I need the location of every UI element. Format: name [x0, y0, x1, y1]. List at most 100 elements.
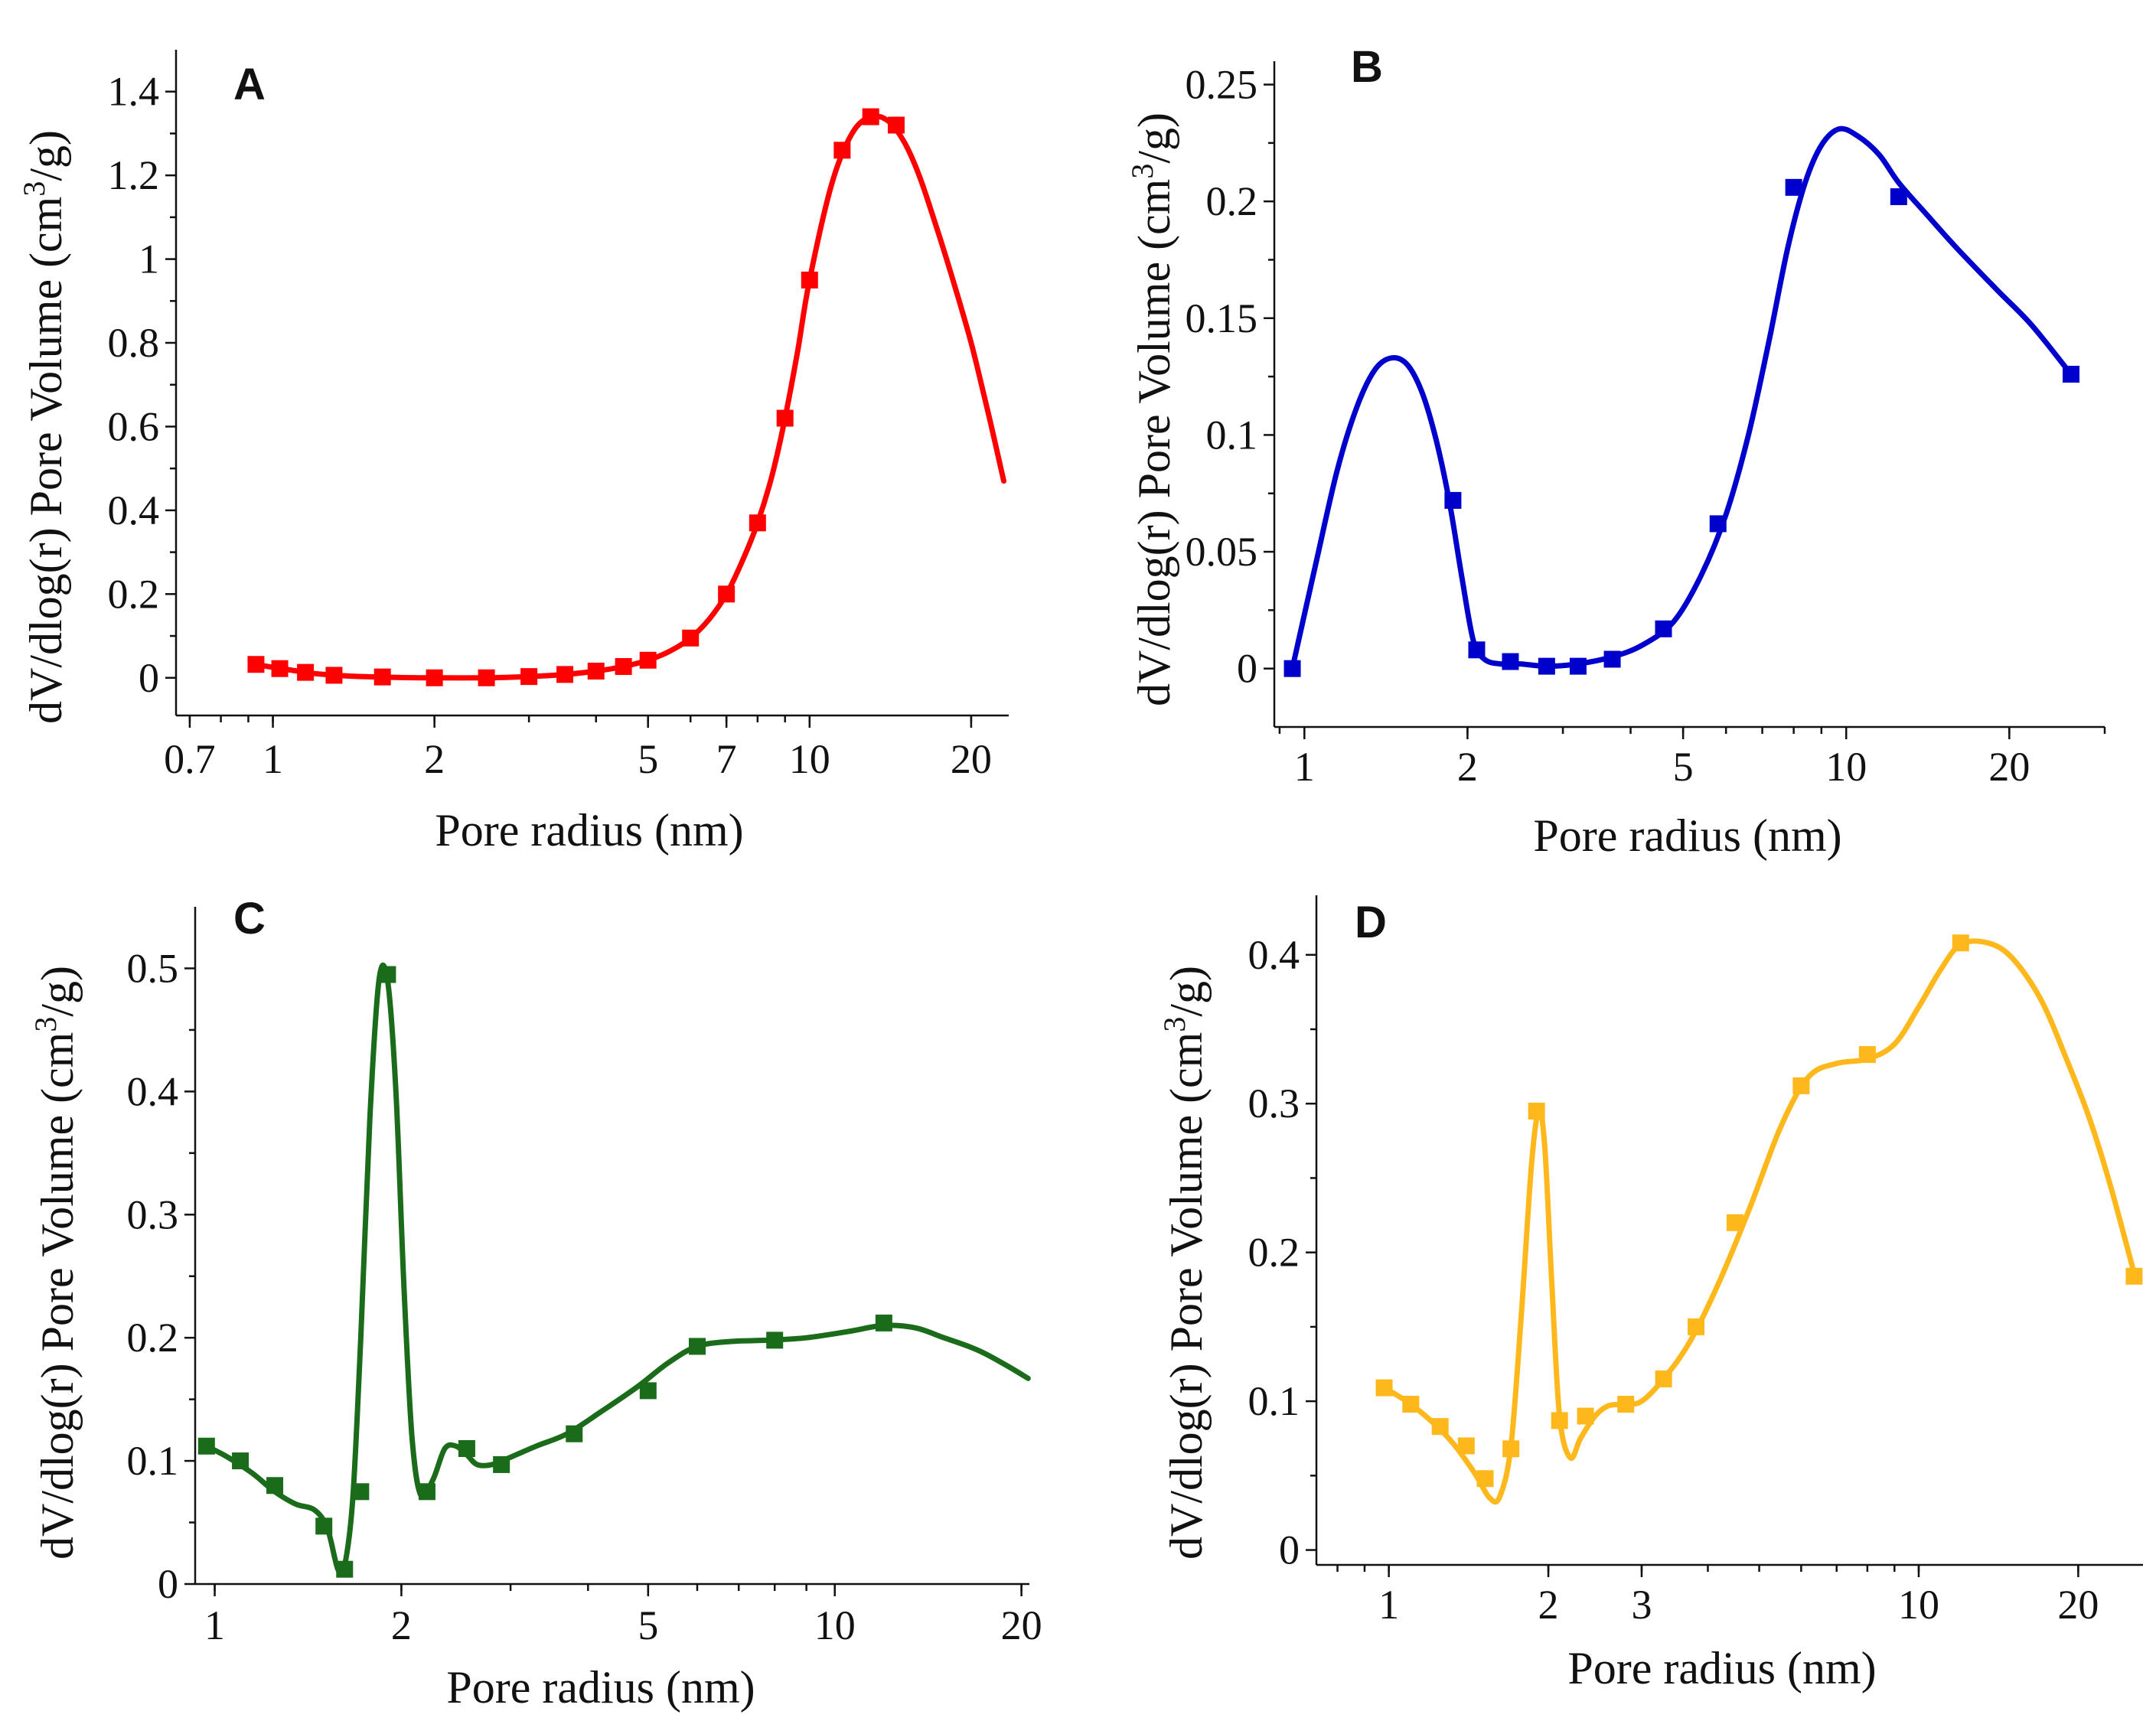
- panel-b-y-axis-label-main: dV/dlog(r) Pore Volume (cm: [1129, 179, 1179, 706]
- panel-b-data-point: [1655, 620, 1672, 637]
- panel-c-x-tick-label: 20: [1001, 1602, 1042, 1648]
- panel-d-data-point: [1858, 1046, 1876, 1064]
- panel-c-y-tick-label: 0.5: [127, 945, 179, 991]
- panel-a-x-tick-label: 7: [716, 736, 737, 782]
- panel-a-x-tick-label: 20: [951, 736, 992, 782]
- panel-b-x-tick-label: 10: [1825, 744, 1867, 790]
- panel-a-y-tick-label: 0.6: [108, 403, 160, 449]
- panel-a-y-tick-label: 1.2: [108, 152, 160, 198]
- panel-c-data-point: [197, 1437, 215, 1455]
- panel-a-data-point: [776, 409, 794, 427]
- panel-d: D 00.10.20.30.41 2 3 10 20 Pore radius (nm) …: [1157, 895, 2143, 1693]
- panel-d-axes: 0 0.1 0.2 0.3 0.4 1 2 3 10 20: [1248, 895, 2143, 1628]
- panel-c-series-line: [204, 962, 1031, 1577]
- panel-b-series-line: [1290, 125, 2074, 672]
- panel-b-y-axis-label: dV/dlog(r) Pore Volume (cm3/g): [1125, 112, 1179, 706]
- panel-c-data-point: [379, 966, 396, 983]
- panel-c-x-tick-label: 2: [391, 1602, 412, 1648]
- panel-d-series-line: [1381, 938, 2137, 1505]
- panel-c-y-tick-label: 0.2: [127, 1315, 179, 1361]
- panel-a-data-point: [718, 585, 736, 603]
- panel-d-data-point: [1502, 1440, 1520, 1458]
- panel-c-data-point: [315, 1517, 333, 1535]
- panel-a-y-axis-label-sup: 3: [17, 181, 51, 197]
- panel-c-data-point: [493, 1455, 510, 1473]
- panel-a-y-tick-label: 1: [139, 236, 159, 282]
- panel-a-data-point: [478, 669, 495, 686]
- panel-b-data-point: [1502, 653, 1519, 670]
- panel-a-data-point: [325, 667, 343, 684]
- panel-d-data-point: [1402, 1396, 1420, 1413]
- panel-c-y-axis-label-main: dV/dlog(r) Pore Volume (cm: [32, 1032, 83, 1560]
- panel-d-data-point: [1726, 1214, 1743, 1231]
- panel-b-y-tick-label: 0.05: [1186, 529, 1258, 575]
- panel-a-data-point: [615, 657, 632, 675]
- panel-b-x-tick-label: 20: [1988, 744, 2030, 790]
- panel-d-y-axis-label: dV/dlog(r) Pore Volume (cm3/g): [1157, 966, 1212, 1560]
- panel-a-y-axis-label: dV/dlog(r) Pore Volume (cm3/g): [17, 130, 71, 724]
- panel-c-y-tick-label: 0.1: [127, 1438, 179, 1484]
- panel-c: C 0 0.1 0.2 0.3 0.4 0.5 1 2 5 10 20 Pore radius (n…: [28, 894, 1042, 1713]
- panel-a-y-tick-label: 0: [139, 655, 159, 701]
- panel-c-letter: C: [233, 894, 266, 944]
- panel-d-x-tick-label: 20: [2057, 1582, 2099, 1628]
- panel-b-data-point: [1468, 641, 1486, 659]
- panel-b-data-point: [1709, 515, 1727, 533]
- panel-a-y-axis-label-end: /g): [21, 130, 71, 181]
- panel-a-data-point: [749, 514, 766, 532]
- panel-c-data-point: [566, 1425, 583, 1442]
- panel-c-y-tick-label: 0: [158, 1561, 178, 1607]
- panel-a-series-line: [253, 112, 1006, 681]
- panel-c-data-point: [639, 1382, 657, 1400]
- panel-a-data-point: [520, 668, 538, 686]
- panel-c-data-point: [418, 1483, 435, 1501]
- panel-a-data-point: [373, 668, 391, 686]
- panel-b-y-tick-label: 0.1: [1206, 412, 1258, 458]
- panel-a-axes: 0 0.2 0.4 0.6 0.8 1 1.2 1.4 0.7 1 2 5 7 10 20: [108, 50, 1009, 782]
- panel-a-letter: A: [233, 60, 266, 109]
- panel-a-y-tick-label: 0.2: [108, 571, 160, 617]
- panel-c-data-point: [336, 1560, 354, 1578]
- panel-d-data-point: [1431, 1418, 1449, 1436]
- panel-a-x-tick-label: 10: [789, 736, 830, 782]
- panel-d-curve: [1375, 934, 2143, 1505]
- panel-a-data-point: [556, 666, 574, 683]
- panel-b-x-tick-label: 5: [1673, 744, 1694, 790]
- panel-b-y-axis-label-sup: 3: [1125, 164, 1160, 179]
- panel-d-letter: D: [1355, 898, 1387, 947]
- panel-b-data-point: [1603, 650, 1621, 668]
- panel-a: A 0 0.2 0.4 0.6 0.8 1 1.2 1.4 0.7 1 2 5 7 10 20 Pore r…: [17, 50, 1009, 856]
- panel-d-data-point: [1375, 1379, 1393, 1397]
- panel-a-y-axis-label-main: dV/dlog(r) Pore Volume (cm: [21, 197, 71, 724]
- panel-d-y-axis-label-main: dV/dlog(r) Pore Volume (cm: [1161, 1032, 1212, 1560]
- panel-b-x-tick-label: 2: [1457, 744, 1478, 790]
- panel-d-x-tick-label: 1: [1378, 1582, 1399, 1628]
- panel-d-data-point: [1551, 1412, 1568, 1429]
- panel-b-data-point: [2063, 366, 2080, 383]
- panel-c-y-tick-label: 0.3: [127, 1191, 179, 1237]
- panel-c-data-point: [458, 1440, 475, 1457]
- panel-b-data-point: [1538, 657, 1555, 675]
- panel-a-data-point: [271, 660, 289, 677]
- panel-d-data-point: [1577, 1407, 1594, 1425]
- panel-c-y-axis-label-sup: 3: [28, 1017, 63, 1032]
- panel-b-data-point: [1890, 188, 1907, 206]
- panel-d-y-tick-label: 0.4: [1248, 932, 1300, 978]
- panel-d-y-axis-label-sup: 3: [1157, 1017, 1192, 1032]
- panel-a-data-point: [587, 663, 605, 680]
- panel-d-y-tick-label: 0.2: [1248, 1230, 1300, 1276]
- panel-c-data-point: [766, 1331, 784, 1349]
- panel-c-y-axis-label-end: /g): [32, 966, 83, 1017]
- panel-a-y-tick-label: 1.4: [108, 69, 160, 115]
- panel-a-data-point: [426, 669, 443, 686]
- panel-b-y-tick-label: 0.15: [1186, 295, 1258, 341]
- panel-b-y-tick-label: 0.25: [1186, 62, 1258, 108]
- panel-a-data-point: [862, 108, 879, 125]
- panel-a-y-tick-label: 0.8: [108, 320, 160, 366]
- panel-a-x-tick-label: 5: [638, 736, 658, 782]
- panel-d-x-tick-label: 2: [1538, 1582, 1559, 1628]
- panel-c-data-point: [875, 1314, 892, 1331]
- panel-d-data-point: [2125, 1267, 2143, 1285]
- panel-a-data-point: [247, 656, 265, 673]
- panel-b-data-point: [1444, 491, 1462, 509]
